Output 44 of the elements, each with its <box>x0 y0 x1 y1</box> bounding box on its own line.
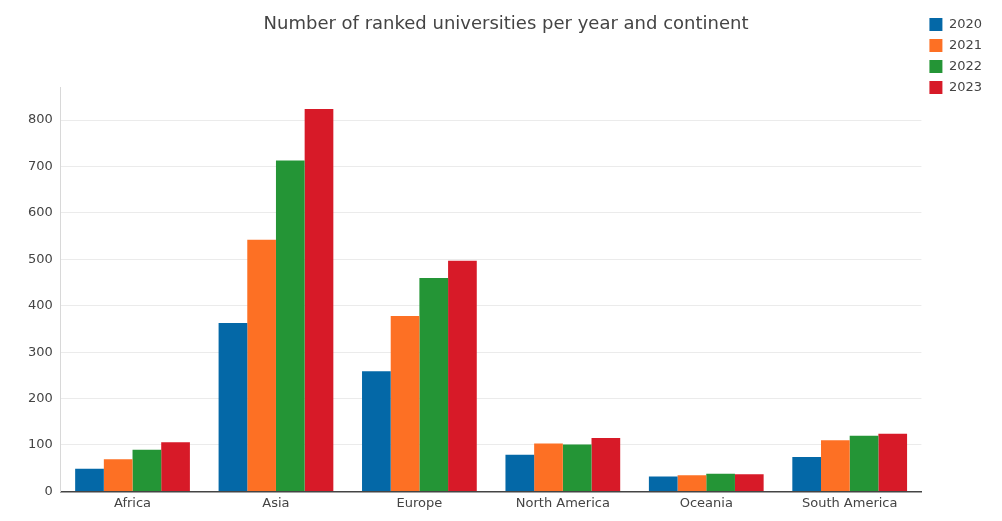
legend-label: 2022 <box>948 57 983 73</box>
x-tick-label: Europe <box>396 494 443 510</box>
y-tick-label: 800 <box>27 111 53 127</box>
bar <box>247 239 276 491</box>
y-tick-label: 200 <box>27 389 53 405</box>
bar <box>75 468 104 491</box>
bar <box>849 435 879 491</box>
x-tick-label: North America <box>515 494 610 510</box>
y-tick-label: 400 <box>27 297 53 313</box>
y-tick-label: 0 <box>44 482 53 498</box>
y-tick-label: 100 <box>27 436 53 452</box>
bar <box>534 443 563 491</box>
bar <box>275 160 305 491</box>
bar <box>792 457 822 491</box>
y-tick-label: 700 <box>27 157 53 173</box>
bar <box>448 260 477 491</box>
bar <box>362 371 391 491</box>
bar <box>304 108 334 491</box>
y-tick-label: 600 <box>27 204 53 220</box>
x-tick-label: Asia <box>262 494 290 510</box>
legend-label: 2021 <box>948 36 983 52</box>
bar <box>103 459 133 491</box>
bar <box>734 474 764 491</box>
x-tick-label: Oceania <box>679 494 733 510</box>
bar <box>390 315 420 491</box>
x-tick-label: South America <box>801 494 898 510</box>
bar <box>878 433 908 491</box>
bar <box>562 444 592 491</box>
chart-title: Number of ranked universities per year and continent <box>263 12 749 34</box>
bar <box>419 277 449 491</box>
bar <box>677 475 707 491</box>
bar <box>821 440 850 491</box>
x-tick-label: Africa <box>113 494 152 510</box>
bar <box>218 322 248 491</box>
legend-label: 2020 <box>948 15 983 31</box>
bar <box>648 476 678 491</box>
y-tick-label: 500 <box>27 250 53 266</box>
bar <box>161 442 190 491</box>
bar <box>706 473 735 491</box>
legend-label: 2023 <box>948 78 983 94</box>
bar <box>505 454 535 491</box>
y-tick-label: 300 <box>27 343 53 359</box>
bar <box>132 449 162 491</box>
bar <box>591 438 621 491</box>
